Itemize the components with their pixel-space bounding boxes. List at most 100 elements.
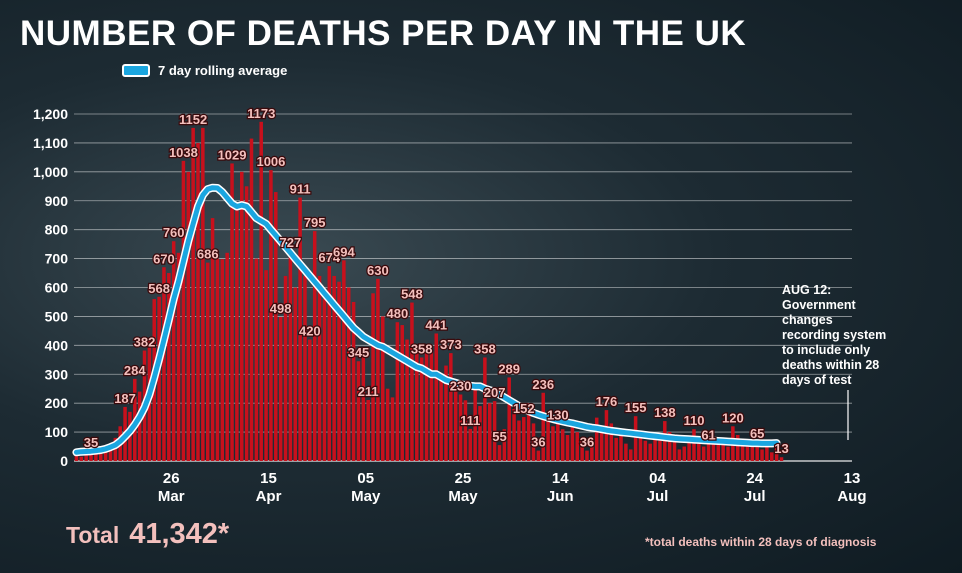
bar-daily-deaths [196, 142, 200, 461]
bar-daily-deaths [415, 345, 419, 461]
data-label: 230 [450, 378, 472, 393]
bar-daily-deaths [590, 437, 594, 461]
bar-daily-deaths [711, 437, 716, 461]
data-label: 480 [387, 306, 409, 321]
bar-daily-deaths [594, 417, 599, 461]
bar-daily-deaths [405, 339, 409, 461]
y-tick-label: 900 [45, 193, 69, 209]
data-label: 686 [197, 247, 219, 262]
data-label: 382 [134, 335, 156, 350]
x-tick-day: 24 [746, 470, 763, 487]
daily-death-bars [74, 121, 784, 462]
y-tick-label: 700 [45, 251, 69, 267]
data-label: 568 [148, 281, 170, 296]
x-tick-day: 15 [260, 470, 277, 487]
bar-daily-deaths [74, 455, 79, 461]
bar-daily-deaths [288, 250, 293, 461]
bar-daily-deaths [643, 440, 648, 461]
bar-daily-deaths [308, 339, 312, 461]
total-label: Total [66, 522, 120, 548]
data-label: 236 [532, 377, 554, 392]
data-label: 373 [440, 337, 462, 352]
x-tick-month: May [448, 488, 478, 505]
bar-daily-deaths [779, 457, 784, 461]
bar-daily-deaths [614, 437, 618, 461]
bar-daily-deaths [210, 218, 215, 461]
x-tick-day: 26 [163, 470, 180, 487]
bar-daily-deaths [346, 287, 351, 461]
bar-daily-deaths [701, 446, 706, 461]
bar-daily-deaths [507, 377, 511, 461]
bar-daily-deaths [604, 410, 609, 461]
bar-daily-deaths [274, 192, 278, 461]
bar-daily-deaths [765, 443, 769, 461]
bar-daily-deaths [108, 450, 113, 461]
bar-daily-deaths [356, 361, 361, 461]
bar-daily-deaths [619, 432, 623, 461]
data-label: 358 [474, 341, 496, 356]
data-label: 36 [531, 435, 545, 450]
y-tick-label: 200 [45, 395, 69, 411]
footnote: *total deaths within 28 days of diagnosi… [645, 535, 877, 549]
data-label: 1038 [169, 145, 198, 160]
bar-daily-deaths [658, 440, 662, 461]
bar-daily-deaths [400, 325, 404, 461]
x-tick-day: 04 [649, 470, 666, 487]
bar-daily-deaths [648, 443, 652, 461]
bar-daily-deaths [682, 446, 686, 461]
bar-daily-deaths [541, 392, 545, 461]
data-label: 130 [547, 407, 569, 422]
data-label: 911 [290, 182, 311, 197]
data-label: 795 [304, 215, 326, 230]
bar-daily-deaths [512, 408, 516, 461]
bar-daily-deaths [560, 429, 565, 461]
bar-daily-deaths [546, 420, 550, 461]
bar-daily-deaths [361, 356, 366, 461]
bar-daily-deaths [667, 432, 672, 461]
gridlines [74, 113, 852, 462]
bar-daily-deaths [395, 322, 400, 461]
data-label: 176 [596, 394, 618, 409]
bar-daily-deaths [283, 275, 288, 461]
y-tick-label: 800 [45, 222, 69, 238]
total-value: 41,342* [129, 518, 230, 550]
bar-daily-deaths [366, 399, 370, 461]
bar-daily-deaths [225, 252, 229, 461]
bar-daily-deaths [585, 450, 589, 461]
bar-daily-deaths [755, 442, 759, 461]
bar-daily-deaths [439, 374, 443, 461]
data-label: 694 [333, 244, 355, 259]
bar-daily-deaths [497, 445, 502, 461]
bar-daily-deaths [230, 163, 234, 461]
y-tick-label: 1,000 [33, 164, 68, 180]
bar-daily-deaths [556, 423, 560, 461]
bar-daily-deaths [565, 434, 570, 461]
y-tick-label: 600 [45, 280, 69, 296]
bar-daily-deaths [220, 259, 225, 461]
bar-daily-deaths [298, 197, 302, 462]
data-label: 65 [750, 426, 764, 441]
bar-daily-deaths [677, 449, 682, 461]
bar-daily-deaths [317, 275, 322, 461]
data-label: 138 [654, 405, 676, 420]
bar-daily-deaths [424, 351, 429, 461]
data-label: 284 [124, 363, 146, 378]
data-label: 35 [84, 435, 98, 450]
bar-daily-deaths [235, 206, 239, 461]
bar-daily-deaths [706, 443, 711, 461]
data-label: 55 [492, 429, 506, 444]
bar-daily-deaths [171, 241, 176, 461]
data-label: 152 [513, 401, 535, 416]
bar-daily-deaths [599, 426, 604, 461]
bar-daily-deaths [735, 434, 740, 461]
bar-daily-deaths [371, 293, 375, 461]
data-label: 420 [299, 324, 321, 339]
bar-daily-deaths [342, 260, 346, 461]
bar-daily-deaths [113, 437, 118, 461]
bar-daily-deaths [687, 440, 691, 461]
bar-daily-deaths [760, 449, 764, 461]
bar-daily-deaths [89, 450, 93, 461]
bar-daily-deaths [434, 333, 439, 461]
data-label: 630 [367, 263, 389, 278]
